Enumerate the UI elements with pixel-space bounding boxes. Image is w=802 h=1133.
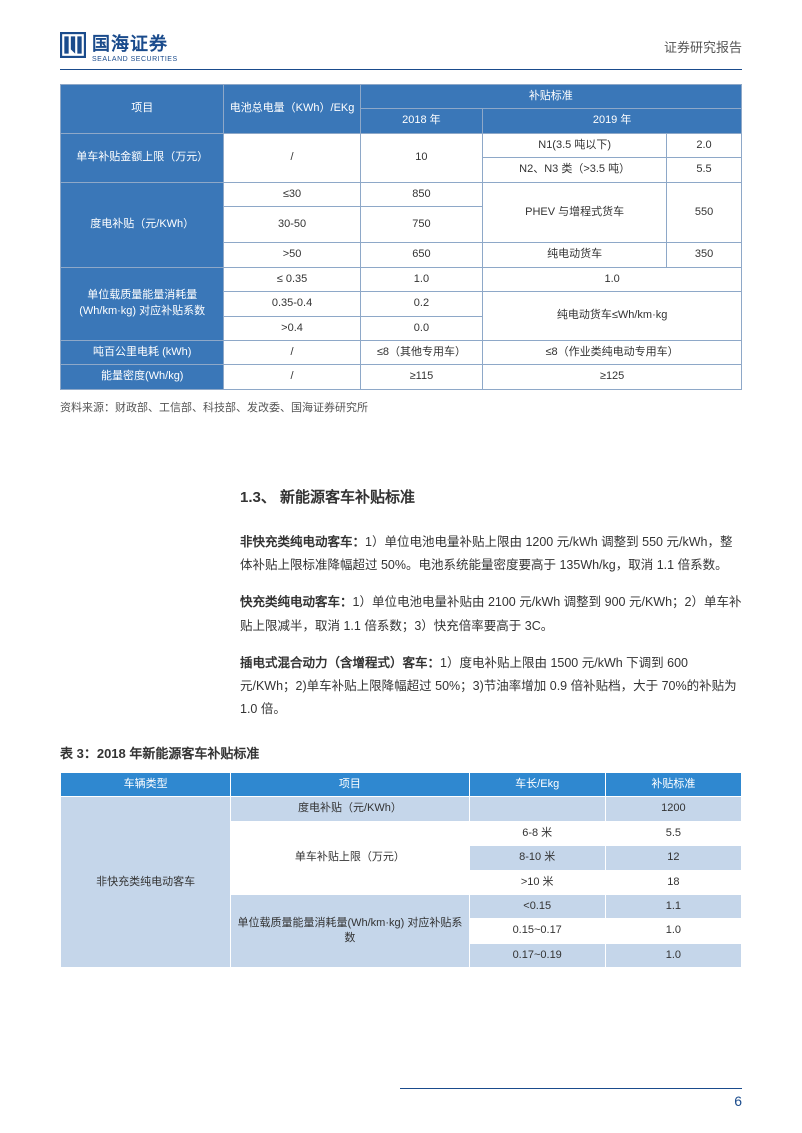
t1-r5-c3: ≥125	[483, 365, 742, 389]
t2-r3c-val: 1.0	[605, 943, 741, 967]
t2-r3-item: 单位载质量能量消耗量(Wh/km·kg) 对应补贴系数	[231, 895, 469, 968]
subsidy-table-2-wrap: 车辆类型 项目 车长/Ekg 补贴标准 非快充类纯电动客车 度电补贴（元/KWh…	[60, 772, 742, 968]
paragraph-2: 快充类纯电动客车：1）单位电池电量补贴由 2100 元/kWh 调整到 900 …	[240, 591, 742, 637]
t1-r4-c1: /	[224, 340, 360, 364]
t1-r3-b1: 0.35-0.4	[224, 292, 360, 316]
t1-r4-c2: ≤8（其他专用车）	[360, 340, 483, 364]
t2-r2b-len: 8-10 米	[469, 846, 605, 870]
paragraph-3: 插电式混合动力（含增程式）客车：1）度电补贴上限由 1500 元/kWh 下调到…	[240, 652, 742, 721]
t1-r1-label: 单车补贴金额上限（万元）	[61, 133, 224, 182]
t1-r1-c1: /	[224, 133, 360, 182]
t1-r2-c1: >50	[224, 243, 360, 267]
t1-h-item: 项目	[61, 85, 224, 134]
t2-r2c-val: 18	[605, 870, 741, 894]
t2-h4: 补贴标准	[605, 773, 741, 797]
t1-r5-label: 能量密度(Wh/kg)	[61, 365, 224, 389]
t1-r1-c4a: N2、N3 类（>3.5 吨）	[483, 158, 667, 182]
t1-h-2019: 2019 年	[483, 109, 742, 133]
t2-r1-len	[469, 797, 605, 821]
t1-r1-c2: 10	[360, 133, 483, 182]
logo-block: 国海证券 SEALAND SECURITIES	[60, 30, 178, 63]
t2-h2: 项目	[231, 773, 469, 797]
footer-rule	[400, 1088, 742, 1089]
table1-source: 资料来源：财政部、工信部、科技部、发改委、国海证券研究所	[60, 400, 742, 417]
t1-r2-c2: 650	[360, 243, 483, 267]
section-title: 1.3、 新能源客车补贴标准	[240, 486, 742, 507]
t1-r3-c1: >0.4	[224, 316, 360, 340]
t2-r3c-len: 0.17~0.19	[469, 943, 605, 967]
logo-en: SEALAND SECURITIES	[92, 56, 178, 63]
table2-caption: 表 3：2018 年新能源客车补贴标准	[60, 743, 742, 762]
p2-bold: 快充类纯电动客车：	[240, 595, 353, 609]
t1-r1-c4b: 5.5	[667, 158, 742, 182]
t1-r2-b2: 750	[360, 206, 483, 242]
t1-r2-2019b: 纯电动货车	[483, 243, 667, 267]
logo-text: 国海证券 SEALAND SECURITIES	[92, 30, 178, 63]
company-logo-icon	[60, 32, 86, 61]
t1-h-2018: 2018 年	[360, 109, 483, 133]
t1-r2-b1: 30-50	[224, 206, 360, 242]
t2-r1-val: 1200	[605, 797, 741, 821]
p3-bold: 插电式混合动力（含增程式）客车：	[240, 656, 440, 670]
t1-r4-c3: ≤8（作业类纯电动专用车）	[483, 340, 742, 364]
t1-r1-c3b: 2.0	[667, 133, 742, 157]
logo-cn: 国海证券	[92, 34, 168, 54]
p1-bold: 非快充类纯电动客车：	[240, 535, 365, 549]
t1-r3-a2: 1.0	[360, 267, 483, 291]
t1-r3-b2: 0.2	[360, 292, 483, 316]
t2-r2-item: 单车补贴上限（万元）	[231, 821, 469, 894]
t1-r5-c1: /	[224, 365, 360, 389]
t1-r2-label: 度电补贴（元/KWh）	[61, 182, 224, 267]
t1-r3-a3: 1.0	[483, 267, 742, 291]
t2-h3: 车长/Ekg	[469, 773, 605, 797]
t1-r3-2019b: 纯电动货车≤Wh/km·kg	[483, 292, 742, 341]
t2-r1-item: 度电补贴（元/KWh）	[231, 797, 469, 821]
t2-r2a-len: 6-8 米	[469, 821, 605, 845]
subsidy-table-1: 项目 电池总电量（KWh）/EKg 补贴标准 2018 年 2019 年 单车补…	[60, 84, 742, 390]
t1-r2-2019a: PHEV 与增程式货车	[483, 182, 667, 243]
t2-r3a-val: 1.1	[605, 895, 741, 919]
subsidy-table-2: 车辆类型 项目 车长/Ekg 补贴标准 非快充类纯电动客车 度电补贴（元/KWh…	[60, 772, 742, 968]
document-type-label: 证券研究报告	[664, 37, 742, 56]
t1-h-subsidy: 补贴标准	[360, 85, 741, 109]
t1-r4-label: 吨百公里电耗 (kWh)	[61, 340, 224, 364]
t1-r2-2019bv: 350	[667, 243, 742, 267]
t2-r3b-len: 0.15~0.17	[469, 919, 605, 943]
page-number: 6	[60, 1093, 742, 1109]
t2-h1: 车辆类型	[61, 773, 231, 797]
t1-r1-c3a: N1(3.5 吨以下)	[483, 133, 667, 157]
t2-r2a-val: 5.5	[605, 821, 741, 845]
t2-r3a-len: <0.15	[469, 895, 605, 919]
t1-r2-a1: ≤30	[224, 182, 360, 206]
t1-r2-a2: 850	[360, 182, 483, 206]
t2-r2b-val: 12	[605, 846, 741, 870]
page-footer: 6	[60, 1088, 742, 1109]
t1-r3-c2: 0.0	[360, 316, 483, 340]
t2-r3b-val: 1.0	[605, 919, 741, 943]
paragraph-1: 非快充类纯电动客车：1）单位电池电量补贴上限由 1200 元/kWh 调整到 5…	[240, 531, 742, 577]
t2-rowhead: 非快充类纯电动客车	[61, 797, 231, 968]
t1-r3-label: 单位载质量能量消耗量(Wh/km·kg) 对应补贴系数	[61, 267, 224, 340]
t1-r5-c2: ≥115	[360, 365, 483, 389]
t1-r3-a1: ≤ 0.35	[224, 267, 360, 291]
t1-h-battery: 电池总电量（KWh）/EKg	[224, 85, 360, 134]
t2-r2c-len: >10 米	[469, 870, 605, 894]
page-header: 国海证券 SEALAND SECURITIES 证券研究报告	[60, 30, 742, 70]
t1-r2-2019av: 550	[667, 182, 742, 243]
